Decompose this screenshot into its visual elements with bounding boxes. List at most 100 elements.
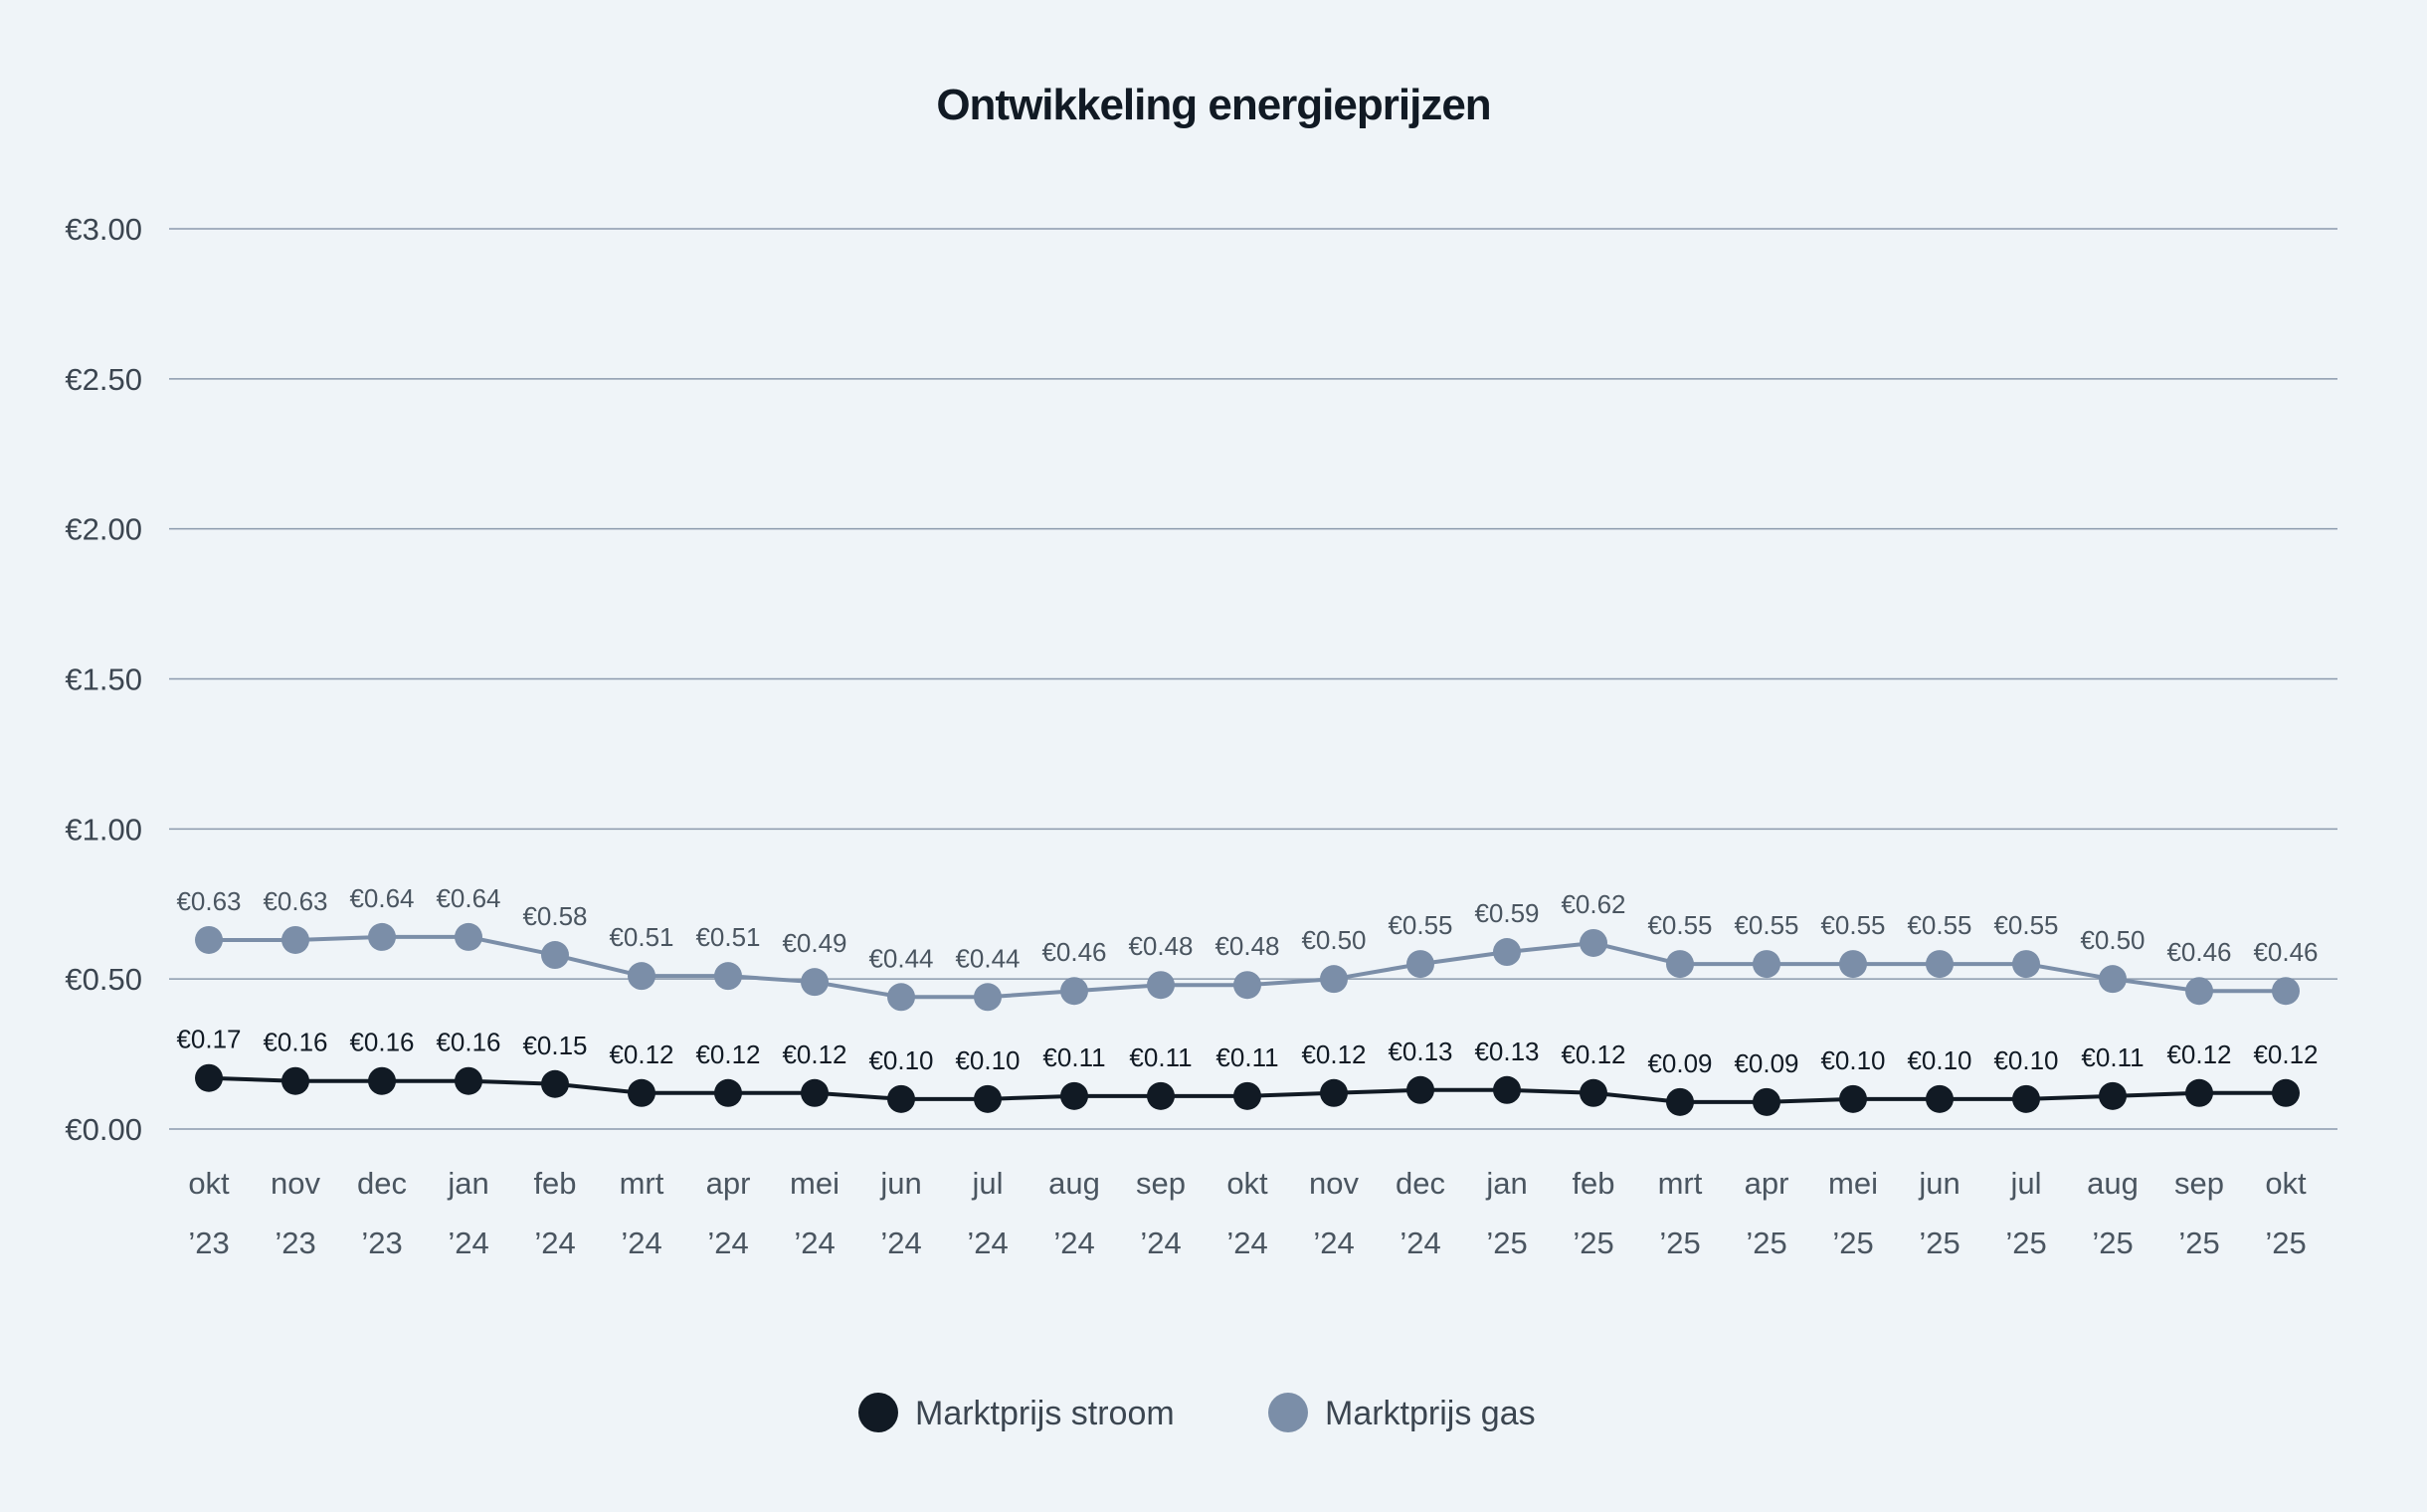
x-tick-month: jul <box>2009 1166 2041 1201</box>
data-label-gas: €0.64 <box>436 883 500 913</box>
x-tick-month: feb <box>1572 1166 1614 1201</box>
x-tick-month: jul <box>971 1166 1003 1201</box>
data-label-gas: €0.63 <box>176 886 241 916</box>
data-label-gas: €0.55 <box>1993 910 2058 940</box>
data-label-stroom: €0.09 <box>1734 1048 1798 1078</box>
x-tick-month: jan <box>447 1166 488 1201</box>
x-tick-year: ’25 <box>2265 1226 2306 1260</box>
data-label-gas: €0.64 <box>349 883 414 913</box>
x-tick-month: aug <box>2087 1166 2139 1201</box>
grid-lines <box>169 228 2337 1130</box>
data-label-gas: €0.48 <box>1214 931 1279 961</box>
data-point-stroom <box>1753 1087 1780 1116</box>
x-tick-year: ’24 <box>1053 1226 1094 1260</box>
data-label-stroom: €0.15 <box>522 1031 587 1060</box>
series-stroom: €0.17 €0.16 €0.16 €0.16 €0.15 €0.12 €0.12 €0.12… <box>176 1025 2319 1116</box>
data-point-stroom <box>1666 1087 1694 1116</box>
data-label-gas: €0.44 <box>868 943 933 973</box>
data-point-gas <box>2272 977 2300 1006</box>
data-label-gas: €0.55 <box>1734 910 1798 940</box>
x-tick-year: ’25 <box>1486 1226 1527 1260</box>
x-tick-month: apr <box>1745 1166 1789 1201</box>
y-tick-label: €0.50 <box>65 962 142 997</box>
x-tick-month: mei <box>790 1166 840 1201</box>
data-label-stroom: €0.16 <box>436 1028 500 1057</box>
data-point-gas <box>974 983 1002 1012</box>
x-tick-year: ’25 <box>1573 1226 1613 1260</box>
data-label-gas: €0.49 <box>782 928 846 958</box>
data-label-stroom: €0.11 <box>2081 1042 2144 1072</box>
data-point-stroom <box>281 1066 309 1095</box>
data-point-gas <box>455 922 482 951</box>
data-label-stroom: €0.11 <box>1215 1042 1278 1072</box>
data-point-gas <box>1060 977 1088 1006</box>
y-tick-label: €0.00 <box>65 1112 142 1147</box>
data-point-gas <box>1493 938 1521 967</box>
data-label-stroom: €0.12 <box>1301 1040 1366 1069</box>
x-axis-ticks: okt ’23 nov ’23 dec ’23 jan ’24 feb ’24 mrt ’24 apr ’… <box>188 1166 2307 1260</box>
data-point-gas <box>368 922 396 951</box>
data-label-gas: €0.58 <box>522 901 587 931</box>
data-point-gas <box>541 941 569 970</box>
data-label-stroom: €0.12 <box>2253 1040 2318 1069</box>
x-tick-year: ’24 <box>1140 1226 1181 1260</box>
x-tick-year: ’23 <box>361 1226 402 1260</box>
x-tick-month: jan <box>1485 1166 1527 1201</box>
data-label-stroom: €0.17 <box>176 1025 241 1054</box>
data-label-stroom: €0.12 <box>609 1040 673 1069</box>
data-label-gas: €0.55 <box>1820 910 1885 940</box>
data-point-gas <box>281 925 309 954</box>
legend-label-gas: Marktprijs gas <box>1325 1395 1536 1432</box>
y-axis-ticks: €0.00 €0.50 €1.00 €1.50 €2.00 €2.50 €3.00 <box>65 212 142 1147</box>
data-point-stroom <box>801 1078 829 1107</box>
data-point-gas <box>2012 950 2040 979</box>
data-point-stroom <box>1060 1081 1088 1110</box>
data-label-stroom: €0.12 <box>782 1040 846 1069</box>
data-label-gas: €0.51 <box>695 922 760 952</box>
data-point-gas <box>1233 971 1261 1000</box>
data-point-gas <box>1666 950 1694 979</box>
data-point-gas <box>1839 950 1867 979</box>
x-tick-month: feb <box>533 1166 576 1201</box>
chart-title: Ontwikkeling energieprijzen <box>936 81 1490 129</box>
data-point-stroom <box>1580 1078 1607 1107</box>
data-point-gas <box>714 962 742 991</box>
data-label-gas: €0.46 <box>2253 937 2318 967</box>
data-label-stroom: €0.10 <box>868 1045 933 1075</box>
y-tick-label: €2.00 <box>65 512 142 547</box>
x-tick-month: nov <box>1309 1166 1359 1201</box>
legend: Marktprijs stroom Marktprijs gas <box>858 1393 1536 1432</box>
legend-marker-gas <box>1268 1393 1308 1432</box>
x-tick-year: ’24 <box>534 1226 575 1260</box>
data-point-gas <box>1753 950 1780 979</box>
data-point-gas <box>801 968 829 997</box>
data-point-stroom <box>541 1069 569 1098</box>
data-point-stroom <box>2012 1084 2040 1113</box>
data-label-gas: €0.48 <box>1128 931 1193 961</box>
x-tick-month: jun <box>1918 1166 1960 1201</box>
data-label-gas: €0.62 <box>1561 889 1625 919</box>
x-tick-month: okt <box>2265 1166 2307 1201</box>
x-tick-year: ’24 <box>1400 1226 1440 1260</box>
x-tick-month: mrt <box>620 1166 664 1201</box>
data-point-stroom <box>1926 1084 1954 1113</box>
data-label-stroom: €0.10 <box>1993 1045 2058 1075</box>
data-label-gas: €0.46 <box>1041 937 1106 967</box>
y-tick-label: €2.50 <box>65 362 142 397</box>
data-label-gas: €0.50 <box>2080 925 2145 955</box>
data-label-stroom: €0.10 <box>1907 1045 1971 1075</box>
data-point-stroom <box>1233 1081 1261 1110</box>
data-label-gas: €0.63 <box>263 886 327 916</box>
x-tick-month: dec <box>1396 1166 1445 1201</box>
data-point-gas <box>1147 971 1175 1000</box>
x-tick-year: ’25 <box>1746 1226 1786 1260</box>
data-label-gas: €0.44 <box>955 943 1020 973</box>
data-label-gas: €0.46 <box>2166 937 2231 967</box>
x-tick-year: ’24 <box>707 1226 748 1260</box>
data-label-gas: €0.59 <box>1474 898 1539 928</box>
data-label-gas: €0.55 <box>1907 910 1971 940</box>
x-tick-year: ’24 <box>880 1226 921 1260</box>
data-point-stroom <box>1839 1084 1867 1113</box>
data-point-gas <box>2185 977 2213 1006</box>
